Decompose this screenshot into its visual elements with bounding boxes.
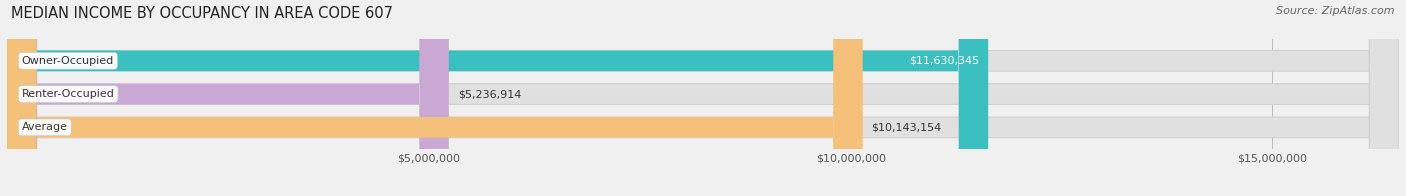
- Text: $5,236,914: $5,236,914: [458, 89, 522, 99]
- FancyBboxPatch shape: [7, 0, 1399, 196]
- Text: MEDIAN INCOME BY OCCUPANCY IN AREA CODE 607: MEDIAN INCOME BY OCCUPANCY IN AREA CODE …: [11, 6, 394, 21]
- FancyBboxPatch shape: [7, 0, 449, 196]
- Text: Owner-Occupied: Owner-Occupied: [22, 56, 114, 66]
- Text: Average: Average: [22, 122, 67, 132]
- Text: $11,630,345: $11,630,345: [910, 56, 980, 66]
- Text: Renter-Occupied: Renter-Occupied: [22, 89, 115, 99]
- FancyBboxPatch shape: [7, 0, 988, 196]
- Text: $10,143,154: $10,143,154: [872, 122, 942, 132]
- FancyBboxPatch shape: [7, 0, 1399, 196]
- FancyBboxPatch shape: [7, 0, 1399, 196]
- Text: Source: ZipAtlas.com: Source: ZipAtlas.com: [1277, 6, 1395, 16]
- FancyBboxPatch shape: [7, 0, 863, 196]
